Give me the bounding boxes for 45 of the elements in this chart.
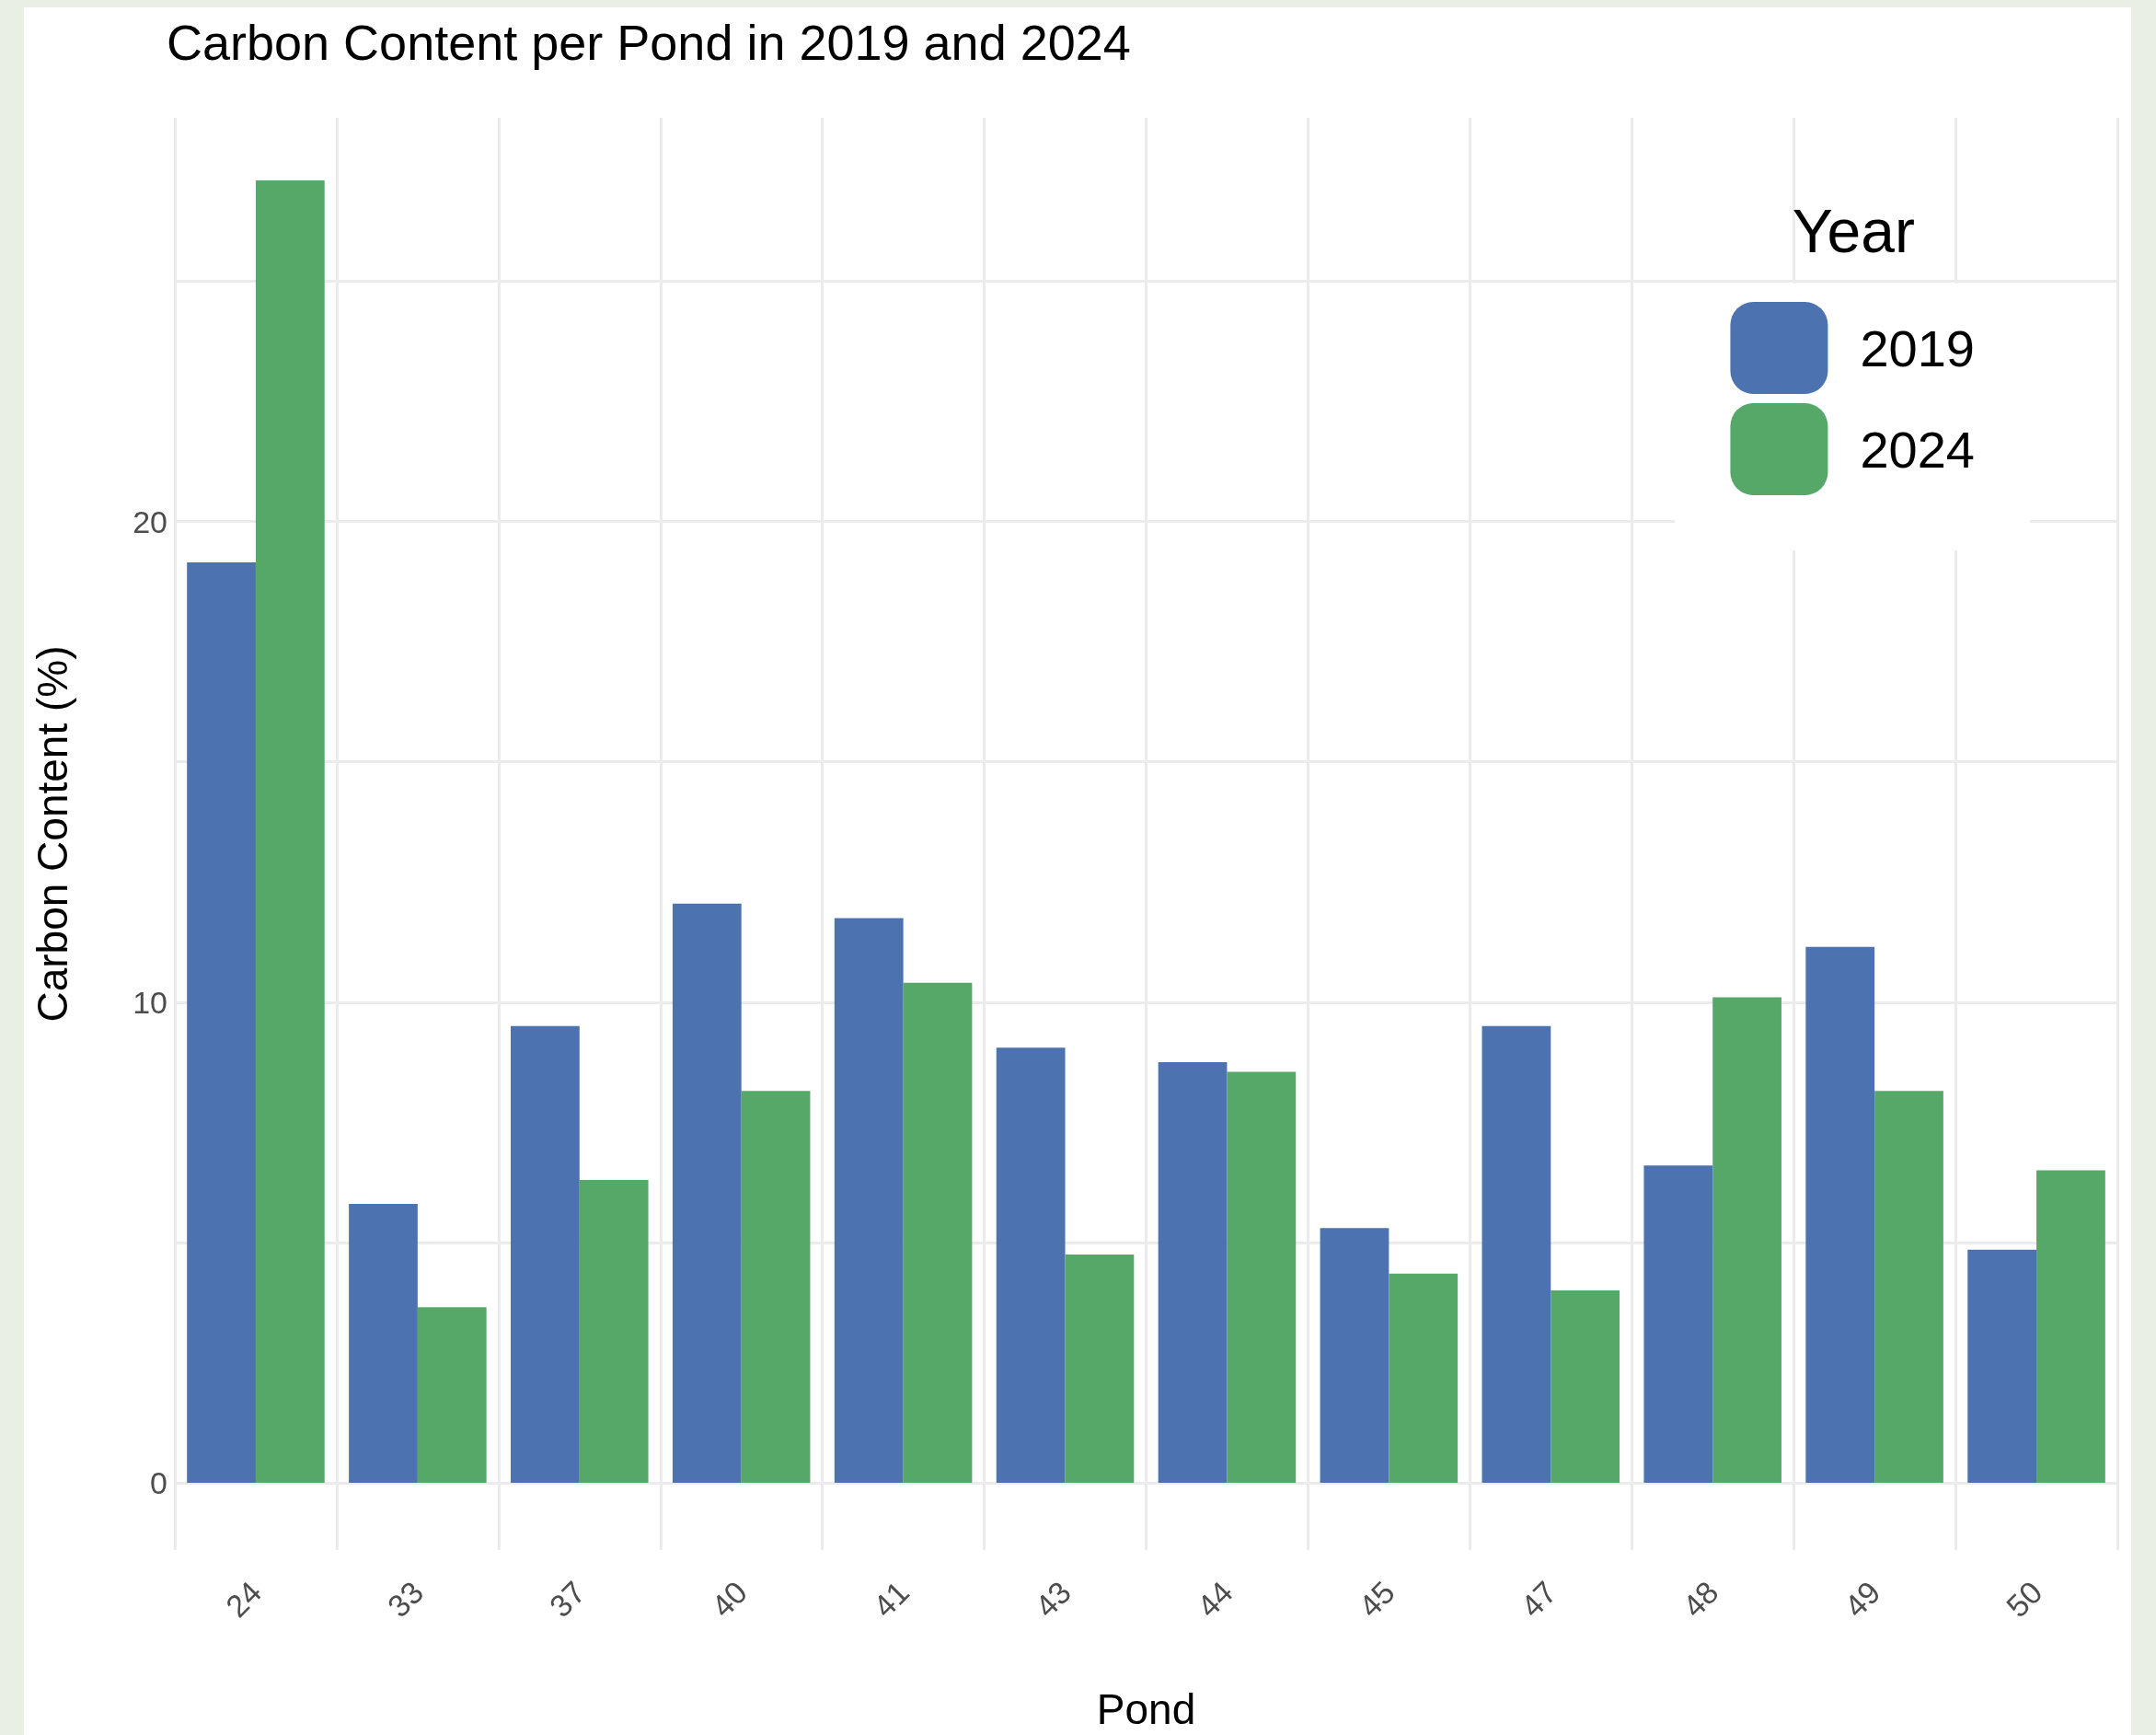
bar [187, 561, 256, 1483]
bar [1874, 1091, 1943, 1483]
bar [511, 1025, 580, 1483]
x-tick-label: 40 [704, 1574, 755, 1625]
bar [903, 982, 973, 1483]
bar [1643, 1165, 1713, 1483]
bar [1320, 1228, 1389, 1483]
legend-title: Year [1792, 197, 1916, 265]
x-tick-label: 37 [542, 1574, 593, 1625]
bar [834, 918, 904, 1483]
y-tick-label: 0 [150, 1464, 167, 1500]
x-tick-label: 48 [1676, 1574, 1725, 1625]
x-tick-label: 33 [380, 1574, 431, 1625]
bar [672, 903, 742, 1483]
bar [349, 1204, 418, 1483]
bar [1158, 1062, 1228, 1483]
bar [741, 1091, 811, 1483]
bar [996, 1047, 1066, 1483]
bar [1551, 1290, 1620, 1483]
bar [579, 1179, 649, 1483]
legend-label: 2024 [1860, 420, 1975, 479]
y-axis-title: Carbon Content (%) [29, 645, 76, 1023]
x-tick-label: 24 [218, 1574, 269, 1625]
x-tick-label: 45 [1352, 1574, 1401, 1625]
bar [1805, 946, 1875, 1483]
bar [2036, 1170, 2105, 1483]
x-tick-label: 49 [1837, 1574, 1887, 1625]
x-tick-label: 43 [1028, 1574, 1078, 1625]
x-tick-label: 41 [866, 1574, 917, 1625]
y-tick-label: 20 [133, 503, 167, 539]
bar [255, 179, 325, 1483]
bar [417, 1307, 487, 1483]
x-axis-title: Pond [1096, 1685, 1196, 1733]
bar [1227, 1071, 1297, 1483]
bar [1967, 1249, 2037, 1483]
bar [1482, 1025, 1551, 1483]
legend-label: 2019 [1860, 318, 1975, 377]
x-tick-label: 47 [1514, 1574, 1563, 1625]
bar [1712, 997, 1781, 1483]
y-tick-label: 10 [133, 984, 167, 1020]
x-tick-label: 50 [1999, 1574, 2049, 1625]
bar [1065, 1254, 1135, 1483]
chart-title: Carbon Content per Pond in 2019 and 2024 [167, 15, 1131, 70]
x-tick-label: 44 [1190, 1574, 1239, 1625]
bar [1389, 1273, 1458, 1483]
